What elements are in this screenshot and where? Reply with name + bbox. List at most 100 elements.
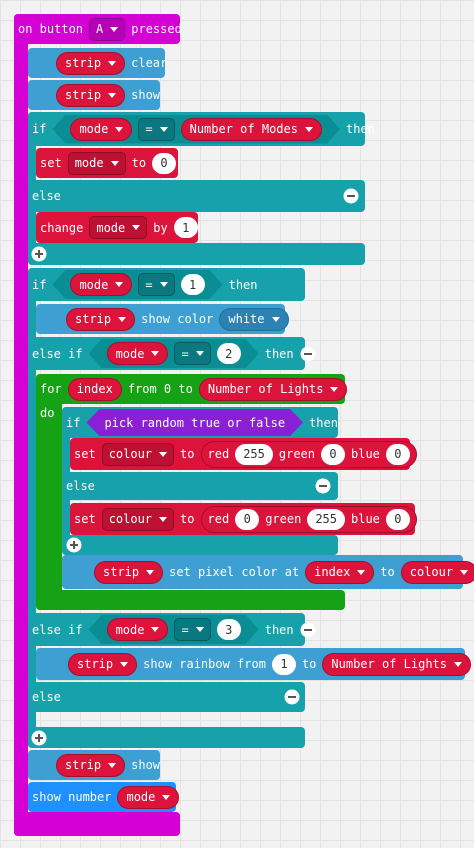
dropdown[interactable]: mode (117, 785, 180, 809)
dropdown[interactable]: strip (56, 83, 126, 107)
label: else (32, 690, 61, 704)
label: clear (131, 56, 168, 70)
dropdown[interactable]: = (174, 618, 210, 641)
block (36, 374, 62, 610)
block-row: if mode = Number of Modes then (32, 112, 375, 146)
block (28, 180, 365, 212)
comparison: mode = 2 (89, 339, 259, 368)
label: to (180, 512, 195, 526)
block-row: for index from 0 to Number of Lights (40, 374, 348, 404)
label: by (153, 220, 168, 235)
minus-icon[interactable] (343, 188, 359, 204)
number-input[interactable]: 0 (321, 443, 345, 465)
label: do (40, 406, 55, 420)
label: from 0 to (127, 382, 193, 396)
block-row: change mode by 1 (40, 212, 198, 243)
number-input[interactable]: 1 (271, 653, 296, 675)
label: green (265, 512, 302, 526)
dropdown[interactable]: = (174, 342, 210, 365)
block-row: set colour to red 255 green 0 blue 0 (74, 438, 417, 470)
dropdown[interactable]: Number of Lights (322, 652, 471, 676)
comparison: mode = Number of Modes (52, 115, 340, 144)
block-row: set colour to red 0 green 255 blue 0 (74, 503, 417, 535)
dropdown[interactable]: colour (101, 507, 175, 531)
number-input[interactable]: 1 (173, 217, 198, 238)
label: show rainbow from (143, 657, 266, 671)
label: red (207, 512, 230, 526)
block-row: strip show color white (66, 304, 289, 334)
label: blue (351, 447, 380, 461)
dropdown[interactable]: = (138, 273, 174, 296)
dropdown[interactable]: strip (68, 652, 138, 676)
number-input[interactable]: 255 (235, 443, 273, 465)
label: if (66, 415, 81, 430)
label: on button (18, 22, 84, 36)
dropdown[interactable]: = (138, 118, 174, 141)
block (28, 682, 305, 712)
label: then (309, 415, 338, 430)
block-row: set mode to 0 (40, 148, 177, 178)
number-input[interactable]: 0 (385, 508, 410, 530)
number-input[interactable]: 0 (235, 508, 260, 530)
dropdown[interactable]: Number of Lights (198, 377, 348, 401)
label: then (228, 277, 258, 292)
dropdown[interactable]: white (219, 307, 289, 331)
label: then (264, 346, 294, 361)
dropdown[interactable]: strip (66, 307, 136, 331)
block-row: strip show (56, 80, 160, 110)
block (36, 590, 345, 610)
minus-icon[interactable] (284, 689, 300, 705)
block-row: else (32, 180, 61, 212)
number-input[interactable]: 1 (181, 274, 205, 295)
label: set (40, 156, 62, 170)
label: red (207, 447, 230, 461)
number-input[interactable]: 0 (385, 443, 410, 465)
number-input[interactable]: 3 (217, 619, 241, 640)
dropdown[interactable]: strip (56, 753, 126, 777)
block-row: else if mode = 3 then (32, 613, 316, 646)
block-row: else (32, 682, 61, 712)
label: to (380, 565, 395, 579)
dropdown[interactable]: mode (107, 342, 169, 365)
label: green (278, 447, 315, 461)
dropdown[interactable]: Number of Modes (181, 118, 322, 141)
plus-icon[interactable] (31, 246, 47, 262)
block (14, 812, 180, 836)
dropdown[interactable]: mode (70, 273, 132, 296)
plus-icon[interactable] (66, 537, 82, 553)
label: show (131, 758, 161, 772)
label: show (131, 88, 161, 102)
block (28, 727, 305, 748)
dropdown[interactable]: mode (89, 216, 148, 239)
label: else (66, 479, 95, 493)
number-input[interactable]: 2 (217, 343, 241, 364)
block-row: strip show rainbow from 1 to Number of Light… (68, 648, 471, 680)
variable: index (67, 377, 122, 401)
dropdown[interactable]: strip (56, 51, 126, 75)
block-row: strip show (56, 750, 160, 780)
label: if (32, 277, 47, 292)
label: to (131, 156, 147, 170)
dropdown[interactable]: colour (400, 560, 474, 584)
dropdown[interactable]: mode (67, 151, 126, 175)
dropdown[interactable]: index (305, 560, 375, 584)
plus-icon[interactable] (31, 730, 47, 746)
label: set pixel color at (169, 565, 300, 579)
dropdown[interactable]: mode (107, 618, 169, 641)
number-input[interactable]: 0 (152, 152, 177, 174)
minus-icon[interactable] (315, 478, 331, 494)
dropdown[interactable]: mode (70, 118, 132, 141)
dropdown[interactable]: strip (94, 560, 164, 584)
block (28, 243, 365, 265)
block-row: else (66, 472, 95, 500)
minus-icon[interactable] (300, 346, 316, 362)
block (14, 14, 28, 836)
dropdown[interactable]: colour (101, 442, 175, 466)
minus-icon[interactable] (300, 622, 316, 638)
dropdown[interactable]: A (89, 17, 126, 41)
comparison: mode = 1 (52, 270, 222, 299)
label: show number (32, 790, 112, 804)
number-input[interactable]: 255 (307, 508, 345, 530)
